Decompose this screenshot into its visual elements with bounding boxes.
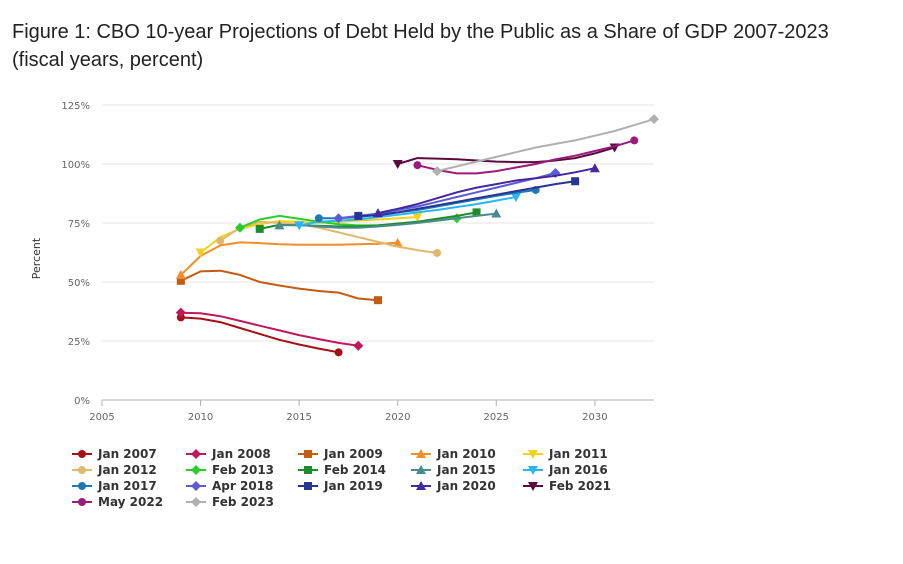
- x-tick-label: 2020: [385, 412, 410, 423]
- legend-label: Feb 2013: [212, 463, 274, 477]
- series-line-jan-2009: [181, 271, 378, 301]
- series-end-point-jan-2012: [433, 249, 441, 257]
- legend-item-jan-2007: Jan 2007: [72, 447, 157, 461]
- series-jan-2008: [176, 308, 363, 351]
- x-tick-label: 2010: [188, 412, 213, 423]
- legend-label: Jan 2020: [436, 479, 496, 493]
- y-tick-label: 75%: [68, 219, 90, 230]
- legend-item-apr-2018: Apr 2018: [186, 479, 273, 493]
- legend-item-feb-2021: Feb 2021: [523, 479, 611, 493]
- series-feb-2023: [432, 114, 659, 176]
- legend-item-jan-2020: Jan 2020: [411, 479, 496, 493]
- legend-item-jan-2011: Jan 2011: [523, 447, 608, 461]
- legend-swatch-marker: [304, 450, 312, 458]
- legend-label: Feb 2023: [212, 495, 274, 509]
- series-end-point-feb-2023: [649, 114, 659, 124]
- x-tick-label: 2005: [89, 412, 114, 423]
- series-end-point-jan-2007: [335, 348, 343, 356]
- series-start-point-jan-2017: [315, 214, 323, 222]
- series-end-point-jan-2019: [571, 177, 579, 185]
- series-jan-2007: [177, 313, 343, 356]
- y-axis-label: Percent: [30, 237, 43, 279]
- legend-item-jan-2012: Jan 2012: [72, 463, 157, 477]
- y-tick-label: 25%: [68, 337, 90, 348]
- legend-item-jan-2008: Jan 2008: [186, 447, 271, 461]
- series-jan-2010: [176, 238, 403, 279]
- legend-swatch-marker: [191, 465, 201, 475]
- legend-swatch-marker: [78, 466, 86, 474]
- legend-label: Jan 2016: [548, 463, 608, 477]
- series-end-point-jan-2009: [374, 296, 382, 304]
- y-tick-label: 0%: [74, 396, 90, 407]
- series-line-jan-2007: [181, 317, 339, 352]
- legend-swatch-marker: [78, 450, 86, 458]
- y-tick-label: 125%: [61, 101, 90, 112]
- legend-label: Jan 2008: [211, 447, 271, 461]
- legend-item-jan-2019: Jan 2019: [298, 479, 383, 493]
- legend-swatch-marker: [304, 482, 312, 490]
- legend-item-feb-2013: Feb 2013: [186, 463, 274, 477]
- series-start-point-jan-2012: [216, 237, 224, 245]
- legend-label: Feb 2021: [549, 479, 611, 493]
- legend-label: Jan 2019: [323, 479, 383, 493]
- legend-item-jan-2016: Jan 2016: [523, 463, 608, 477]
- legend-swatch-marker: [191, 497, 201, 507]
- legend-swatch-marker: [78, 482, 86, 490]
- series-end-point-jan-2020: [590, 163, 600, 172]
- series-start-point-jan-2019: [354, 212, 362, 220]
- x-tick-label: 2030: [582, 412, 607, 423]
- series-feb-2021: [393, 143, 620, 169]
- x-tick-label: 2015: [286, 412, 311, 423]
- legend-swatch-marker: [78, 498, 86, 506]
- legend-label: Jan 2010: [436, 447, 496, 461]
- legend-item-feb-2023: Feb 2023: [186, 495, 274, 509]
- legend-swatch-marker: [191, 481, 201, 491]
- legend-item-jan-2017: Jan 2017: [72, 479, 157, 493]
- legend-label: Jan 2017: [97, 479, 157, 493]
- legend-label: Jan 2007: [97, 447, 157, 461]
- series-line-jan-2011: [201, 217, 418, 252]
- legend-item-may-2022: May 2022: [72, 495, 163, 509]
- series-line-feb-2021: [398, 148, 615, 165]
- line-chart: 0% 25% 50% 75% 100% 125% 2005 2010 2015 2020 2025 2…: [0, 0, 903, 564]
- y-tick-label: 100%: [61, 160, 90, 171]
- legend-swatch-marker: [304, 466, 312, 474]
- series-start-point-feb-2023: [432, 166, 442, 176]
- series-jan-2009: [177, 271, 382, 304]
- legend-item-jan-2010: Jan 2010: [411, 447, 496, 461]
- legend-label: Jan 2015: [436, 463, 496, 477]
- series-start-point-feb-2014: [256, 225, 264, 233]
- y-tick-label: 50%: [68, 278, 90, 289]
- legend-label: Apr 2018: [212, 479, 273, 493]
- legend-item-jan-2009: Jan 2009: [298, 447, 383, 461]
- legend-label: Jan 2012: [97, 463, 157, 477]
- legend-swatch-marker: [191, 449, 201, 459]
- legend-label: May 2022: [98, 495, 163, 509]
- series-end-point-may-2022: [630, 136, 638, 144]
- legend-label: Feb 2014: [324, 463, 386, 477]
- series-start-point-may-2022: [413, 161, 421, 169]
- legend-label: Jan 2011: [548, 447, 608, 461]
- series-end-point-jan-2008: [353, 341, 363, 351]
- legend-item-jan-2015: Jan 2015: [411, 463, 496, 477]
- x-tick-label: 2025: [484, 412, 509, 423]
- legend-label: Jan 2009: [323, 447, 383, 461]
- legend-item-feb-2014: Feb 2014: [298, 463, 386, 477]
